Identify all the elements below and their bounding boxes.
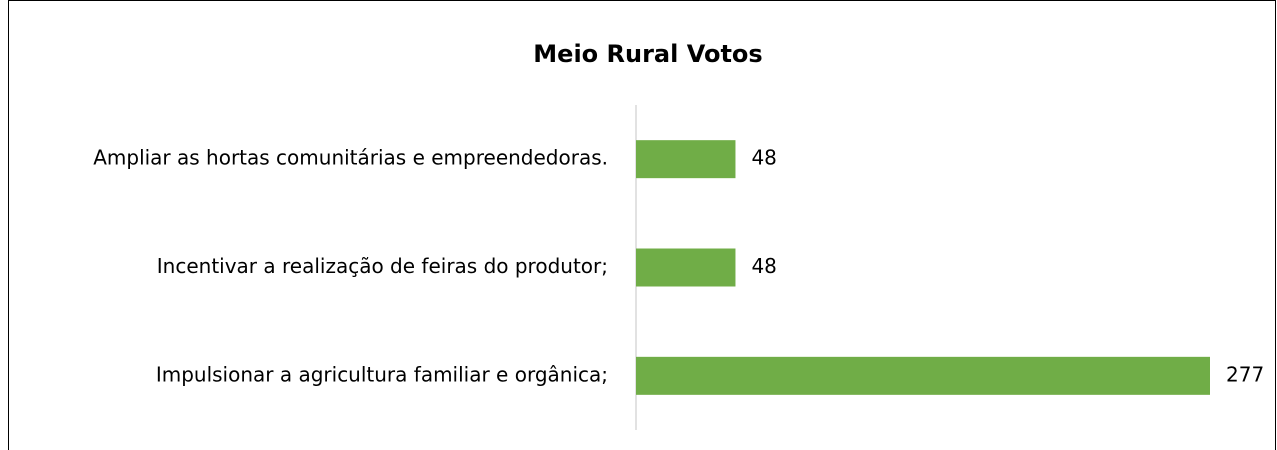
bar [636, 140, 736, 179]
category-label: Impulsionar a agricultura familiar e org… [156, 362, 608, 386]
category-label: Incentivar a realização de feiras do pro… [157, 254, 608, 278]
data-label: 277 [1226, 362, 1264, 386]
bar [636, 356, 1210, 395]
data-label: 48 [751, 254, 776, 278]
bar [636, 248, 736, 287]
data-label: 48 [751, 146, 776, 170]
chart-title: Meio Rural Votos [533, 40, 762, 68]
category-label: Ampliar as hortas comunitárias e empreen… [93, 146, 608, 170]
